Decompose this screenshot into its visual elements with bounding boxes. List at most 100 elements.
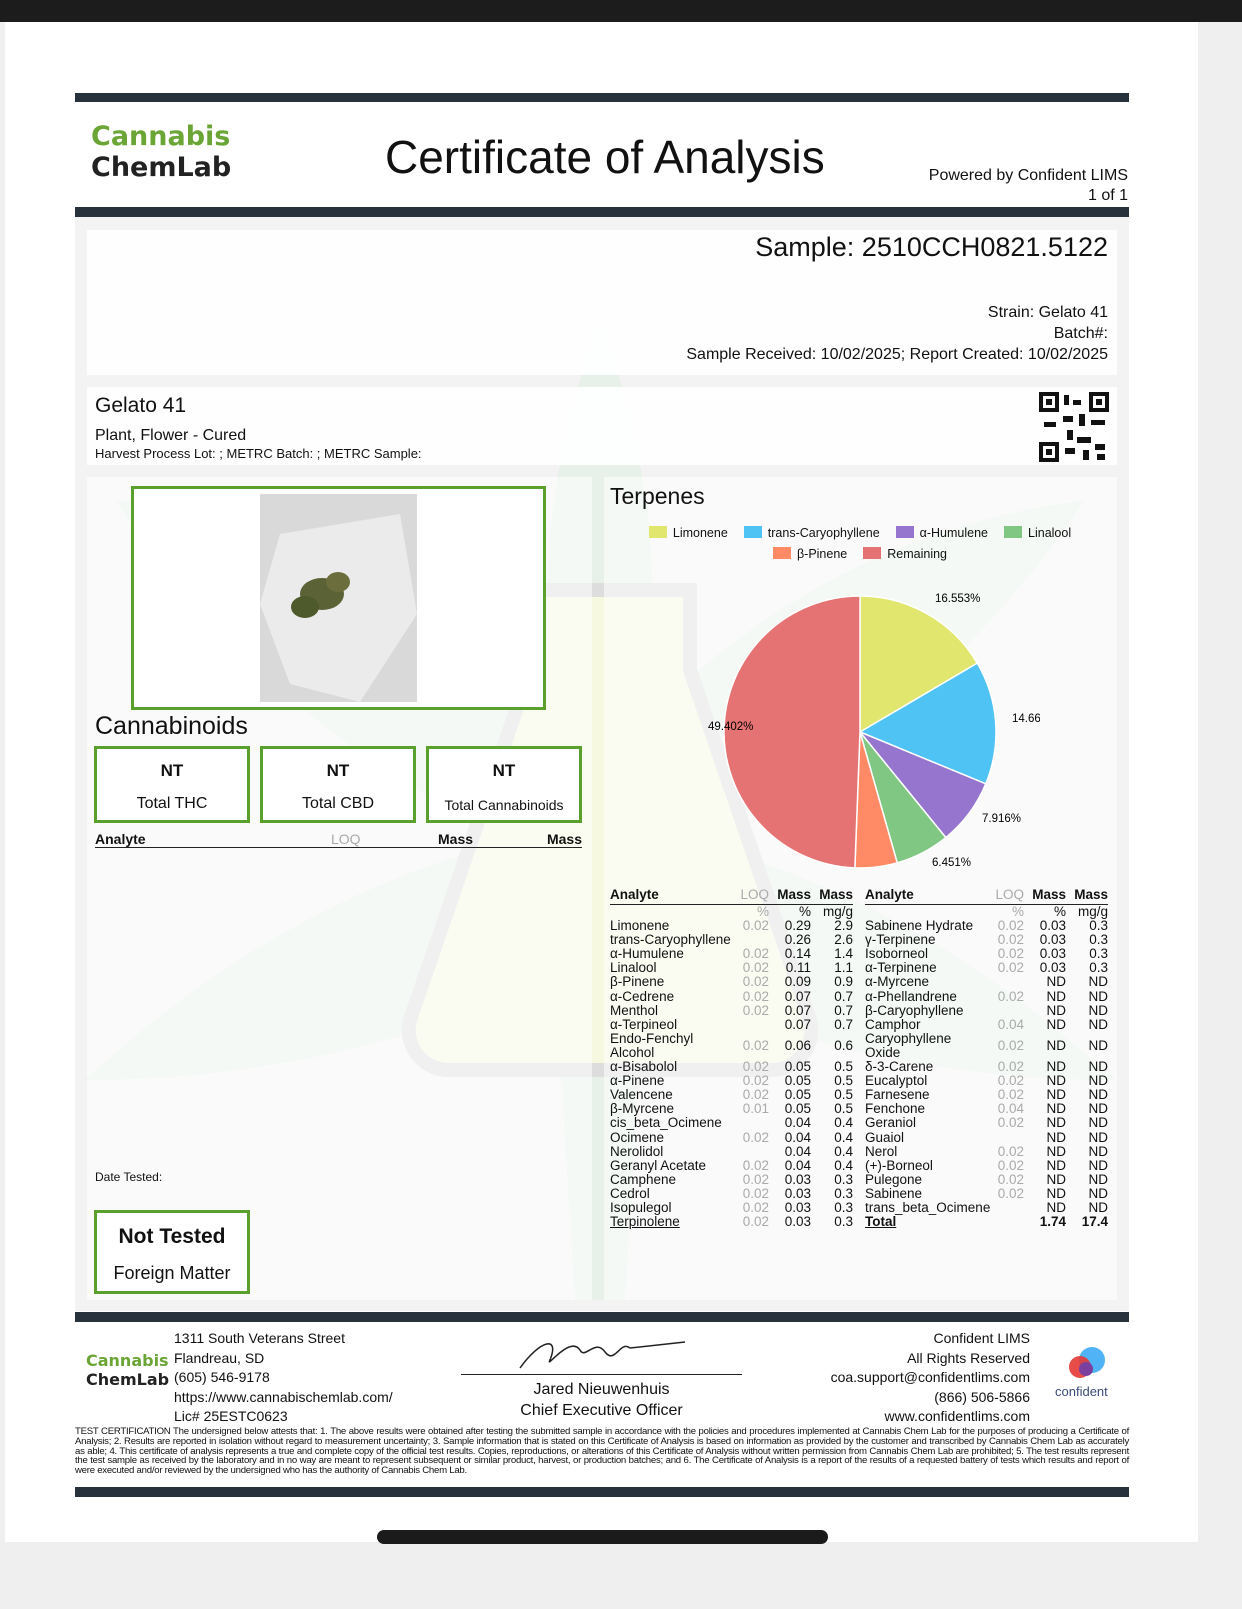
foreign-matter-box: Not Tested Foreign Matter — [94, 1210, 250, 1294]
table-row: Caryophyllene Oxide 0.02 ND ND — [865, 1030, 1108, 1060]
table-row: cis_beta_Ocimene 0.04 0.4 — [610, 1116, 853, 1130]
pie-slice — [858, 662, 997, 785]
lab-logo: Cannabis ChemLab — [91, 121, 232, 184]
mass-percent: ND — [1046, 1087, 1067, 1103]
powered-by: Powered by Confident LIMS — [928, 167, 1128, 184]
analyte-name: β-Caryophyllene — [865, 1002, 964, 1018]
mass-percent: 0.03 — [1039, 918, 1066, 934]
table-row: α-Bisabolol 0.02 0.05 0.5 — [610, 1059, 853, 1075]
legend-item: Remaining — [863, 547, 947, 561]
analyte-name: β-Myrcene — [610, 1101, 675, 1117]
mass-percent: 0.03 — [784, 1171, 811, 1187]
loq-value: 0.02 — [742, 918, 769, 934]
mass-mg-g: ND — [1088, 1087, 1109, 1103]
loq-value: 0.04 — [997, 1101, 1024, 1117]
table-row: Endo-Fenchyl Alcohol 0.02 0.06 0.6 — [610, 1031, 853, 1060]
analyte-name: Farnesene — [865, 1087, 930, 1103]
total-cbd-box: NT Total CBD — [260, 746, 416, 823]
table-row: Linalool 0.02 0.11 1.1 — [610, 961, 853, 975]
mass-mg-g: ND — [1088, 1199, 1109, 1215]
strain: Strain: Gelato 41 — [987, 304, 1108, 321]
analyte-name: α-Terpineol — [610, 1016, 678, 1032]
units-row: %% mg/g — [756, 904, 853, 919]
lab-website-link[interactable]: https://www.cannabischemlab.com/ — [174, 1388, 393, 1405]
mass-mg-g: 0.5 — [834, 1073, 853, 1089]
test-certification: TEST CERTIFICATION The undersigned below… — [75, 1426, 1129, 1477]
mass-mg-g: 0.3 — [1089, 932, 1108, 948]
pie-slice — [859, 595, 979, 734]
mass-percent: 0.05 — [784, 1087, 811, 1103]
mass-mg-g: ND — [1088, 1073, 1109, 1089]
analyte-name: Guaiol — [865, 1129, 905, 1145]
mass-mg-g: 0.9 — [834, 974, 853, 990]
mass-percent: ND — [1046, 1157, 1067, 1173]
sample-id: Sample: 2510CCH0821.5122 — [755, 232, 1108, 262]
terpenes-title: Terpenes — [610, 483, 705, 509]
mass-mg-g: 1.4 — [834, 946, 853, 962]
loq-value: 0.04 — [997, 1016, 1024, 1032]
mass-percent: 0.05 — [784, 1101, 811, 1117]
table-row: α-Myrcene ND ND — [865, 975, 1108, 989]
mass-mg-g: 0.3 — [1089, 946, 1108, 962]
status-bar — [0, 0, 1242, 22]
mass-percent: ND — [1046, 988, 1067, 1004]
analyte-name: Camphor — [865, 1016, 921, 1032]
mass-mg-g: ND — [1088, 1101, 1109, 1117]
loq-value: 0.02 — [742, 1059, 769, 1075]
loq-value: 0.02 — [742, 1171, 769, 1187]
analyte-name: Nerolidol — [610, 1143, 664, 1159]
cannabinoids-table-header: Analyte LOQ Mass Mass — [95, 831, 582, 848]
table-row: Pulegone 0.02 ND ND — [865, 1171, 1109, 1187]
mass-percent: 0.03 — [784, 1214, 811, 1230]
table-row: Terpinolene 0.02 0.03 0.3 — [610, 1214, 853, 1230]
qr-code-icon[interactable] — [1039, 392, 1109, 462]
lab-address: 1311 South Veterans Street Flandreau, SD… — [174, 1330, 393, 1424]
analyte-name: α-Terpinene — [865, 960, 937, 976]
analyte-name: Caryophyllene Oxide — [865, 1030, 952, 1060]
mass-mg-g: ND — [1088, 1171, 1109, 1187]
legend-label: trans-Caryophyllene — [767, 526, 880, 540]
analyte-name: α-Cedrene — [610, 988, 675, 1004]
table-row: trans-Caryophyllene 0.26 2.6 — [610, 933, 853, 947]
analyte-name: α-Myrcene — [865, 974, 930, 990]
analyte-name: α-Phellandrene — [865, 988, 957, 1004]
page-number: 1 of 1 — [1087, 187, 1128, 204]
chart-legend: Limonene trans-Caryophyllene α-Humulene Lin… — [615, 523, 1105, 565]
table-row: Valencene 0.02 0.05 0.5 — [610, 1088, 853, 1102]
loq-value: 0.02 — [742, 1037, 769, 1053]
table-row: trans_beta_Ocimene ND ND — [865, 1199, 1109, 1215]
table-row: Nerol 0.02 ND ND — [865, 1144, 1108, 1159]
mass-mg-g: ND — [1088, 1129, 1109, 1145]
header-rule — [75, 93, 1129, 102]
mass-percent: ND — [1046, 974, 1067, 990]
mass-mg-g: 0.3 — [1089, 960, 1108, 976]
analyte-name: trans_beta_Ocimene — [865, 1199, 991, 1215]
mass-percent: ND — [1046, 1171, 1067, 1187]
mass-mg-g: 0.7 — [834, 988, 853, 1004]
support-email-link[interactable]: coa.support@confidentlims.com — [830, 1369, 1030, 1385]
analyte-name: δ-3-Carene — [865, 1059, 934, 1075]
legend-label: Remaining — [887, 547, 948, 561]
home-indicator[interactable] — [377, 1530, 828, 1544]
lims-info: Confident LIMS All Rights Reserved coa.s… — [831, 1329, 1030, 1427]
loq-value: 0.02 — [997, 918, 1024, 934]
footer-lab-logo: Cannabis ChemLab — [86, 1351, 170, 1390]
table-row: α-Pinene 0.02 0.05 0.5 — [610, 1074, 853, 1088]
analyte-name: cis_beta_Ocimene — [610, 1115, 722, 1131]
mass-percent: ND — [1046, 1199, 1067, 1215]
signer-name: Jared Nieuwenhuis — [533, 1381, 670, 1398]
table-row: α-Terpinene 0.02 0.03 0.3 — [865, 961, 1108, 975]
mass-mg-g: 0.4 — [834, 1157, 853, 1173]
mass-percent: ND — [1046, 1101, 1067, 1117]
analyte-name: Cedrol — [610, 1185, 650, 1201]
footer-rule — [75, 1312, 1129, 1322]
cannabinoids-title: Cannabinoids — [95, 712, 248, 740]
mass-percent: 0.04 — [784, 1157, 811, 1173]
loq-value: 0.02 — [997, 1185, 1024, 1201]
pie-label: 7.916% — [982, 813, 1021, 825]
lims-website-link[interactable]: www.confidentlims.com — [884, 1408, 1031, 1424]
mass-percent: 0.11 — [785, 960, 811, 976]
loq-value: 0.02 — [742, 988, 769, 1004]
mass-percent: ND — [1046, 1185, 1067, 1201]
loq-value: 0.02 — [742, 1002, 769, 1018]
